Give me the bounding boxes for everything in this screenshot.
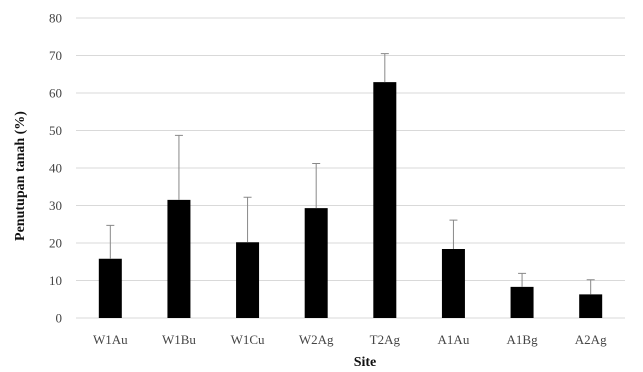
x-tick-label: W1Bu xyxy=(162,332,196,347)
y-tick-label: 30 xyxy=(49,198,62,213)
y-tick-label: 40 xyxy=(49,161,62,176)
y-tick-label: 80 xyxy=(49,11,62,26)
y-tick-label: 20 xyxy=(49,236,62,251)
x-axis-title: Site xyxy=(354,355,377,370)
y-tick-label: 10 xyxy=(49,273,62,288)
y-tick-label: 70 xyxy=(49,48,62,63)
bar-A1Au xyxy=(441,249,465,318)
y-axis-title: Penutupan tanah (%) xyxy=(13,111,28,241)
bar-T2Ag xyxy=(373,82,397,318)
x-tick-label: A1Bg xyxy=(507,332,539,347)
bar-A2Ag xyxy=(579,294,603,318)
bar-A1Bg xyxy=(510,286,534,318)
x-tick-label: T2Ag xyxy=(370,332,401,347)
y-tick-label: 0 xyxy=(56,311,63,326)
grid-lines xyxy=(76,17,625,319)
bar-W1Bu xyxy=(167,199,191,318)
x-tick-label: W1Au xyxy=(93,332,128,347)
y-tick-labels: 0 10 20 30 40 50 60 70 80 xyxy=(49,11,62,326)
bar-W2Ag xyxy=(304,208,328,318)
y-tick-label: 60 xyxy=(49,86,62,101)
bars xyxy=(98,82,603,318)
x-tick-label: W2Ag xyxy=(299,332,334,347)
bar-W1Cu xyxy=(236,242,260,318)
x-tick-label: A2Ag xyxy=(575,332,607,347)
bar-W1Au xyxy=(98,258,122,318)
x-tick-label: W1Cu xyxy=(231,332,265,347)
x-tick-label: A1Au xyxy=(438,332,470,347)
x-tick-labels: W1Au W1Bu W1Cu W2Ag T2Ag A1Au A1Bg A2Ag xyxy=(93,332,607,347)
error-bars xyxy=(106,53,595,295)
y-tick-label: 50 xyxy=(49,123,62,138)
